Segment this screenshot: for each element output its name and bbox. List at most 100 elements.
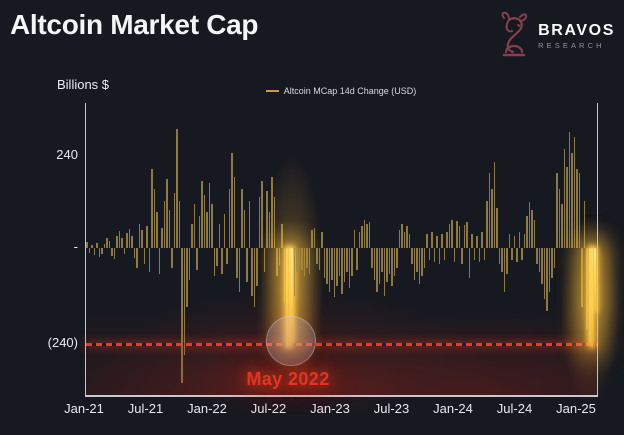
bar (218, 224, 221, 248)
bar (256, 248, 258, 286)
bar (583, 200, 586, 248)
bar (288, 248, 291, 347)
bar (481, 232, 483, 248)
bar (398, 230, 401, 248)
bar (308, 248, 311, 274)
bar (403, 232, 406, 248)
bar (411, 248, 413, 264)
bar (568, 132, 571, 248)
bar (201, 180, 203, 248)
bar (328, 248, 331, 292)
bar (296, 248, 298, 272)
bar (506, 248, 508, 274)
bar (228, 188, 231, 248)
bar (498, 248, 501, 264)
bar (176, 129, 178, 248)
bar (241, 188, 243, 248)
x-tick-label: Jan-21 (64, 401, 104, 416)
bar (366, 224, 368, 248)
bar (186, 248, 188, 308)
y-axis-title: Billions $ (57, 77, 110, 92)
bar (461, 248, 463, 264)
bar (503, 248, 506, 292)
x-tick-label: Jul-24 (496, 401, 533, 416)
bars-layer (86, 103, 597, 395)
x-tick-label: Jan-25 (556, 401, 596, 416)
bar (563, 149, 566, 248)
bar (546, 248, 548, 312)
x-tick-label: Jul-22 (250, 401, 287, 416)
bar (136, 248, 138, 268)
bar (131, 236, 133, 248)
bar (361, 226, 363, 248)
bar (456, 221, 458, 248)
bar (371, 248, 373, 268)
bar (378, 248, 381, 284)
bar (103, 244, 106, 248)
bar (166, 178, 168, 248)
bar (116, 236, 118, 248)
bar (206, 212, 208, 248)
bar (198, 216, 201, 248)
bull-knight-icon (496, 11, 532, 62)
bar (531, 210, 533, 248)
bar (388, 248, 391, 274)
bar (416, 248, 418, 272)
bar (333, 248, 336, 298)
bar (161, 228, 163, 248)
bar (238, 248, 241, 292)
bar (88, 248, 91, 253)
bar (291, 248, 294, 342)
bar (96, 243, 98, 248)
bar (313, 228, 316, 248)
bar (471, 234, 473, 248)
bar (113, 248, 116, 260)
bar (406, 226, 408, 248)
bar (321, 232, 323, 248)
bar (231, 153, 233, 248)
bar (233, 176, 236, 248)
bar (278, 248, 281, 266)
bar (286, 248, 289, 347)
bar (491, 188, 493, 248)
bar (533, 220, 536, 248)
bar (543, 248, 546, 300)
bar (331, 248, 333, 280)
bar (253, 248, 256, 308)
x-tick-label: Jan-22 (187, 401, 227, 416)
bar (496, 208, 498, 248)
bar (586, 248, 588, 330)
bar (86, 242, 88, 248)
bar (123, 248, 126, 254)
bar (393, 248, 396, 276)
bar (271, 176, 273, 248)
bar (213, 248, 216, 276)
bar (451, 220, 453, 248)
bar (538, 248, 541, 272)
bar (133, 248, 136, 258)
bar (478, 248, 481, 262)
bar (91, 244, 93, 248)
bar (501, 248, 503, 272)
bar (226, 248, 228, 264)
bar (216, 248, 218, 266)
bar (223, 214, 226, 248)
bar (243, 210, 246, 248)
bar (453, 248, 456, 262)
bar (521, 248, 523, 260)
bar (391, 248, 393, 286)
bar (153, 188, 156, 248)
y-tick-label: (240) (47, 335, 78, 350)
bar (433, 248, 436, 262)
bar (381, 248, 383, 272)
bar (318, 248, 321, 270)
y-tick-label: - (73, 239, 78, 254)
bar (336, 248, 338, 286)
bar (211, 204, 213, 248)
legend-label: Altcoin MCap 14d Change (USD) (283, 86, 417, 96)
bar (246, 248, 248, 282)
bar (193, 204, 196, 248)
bar (311, 230, 313, 248)
bar (396, 248, 398, 268)
